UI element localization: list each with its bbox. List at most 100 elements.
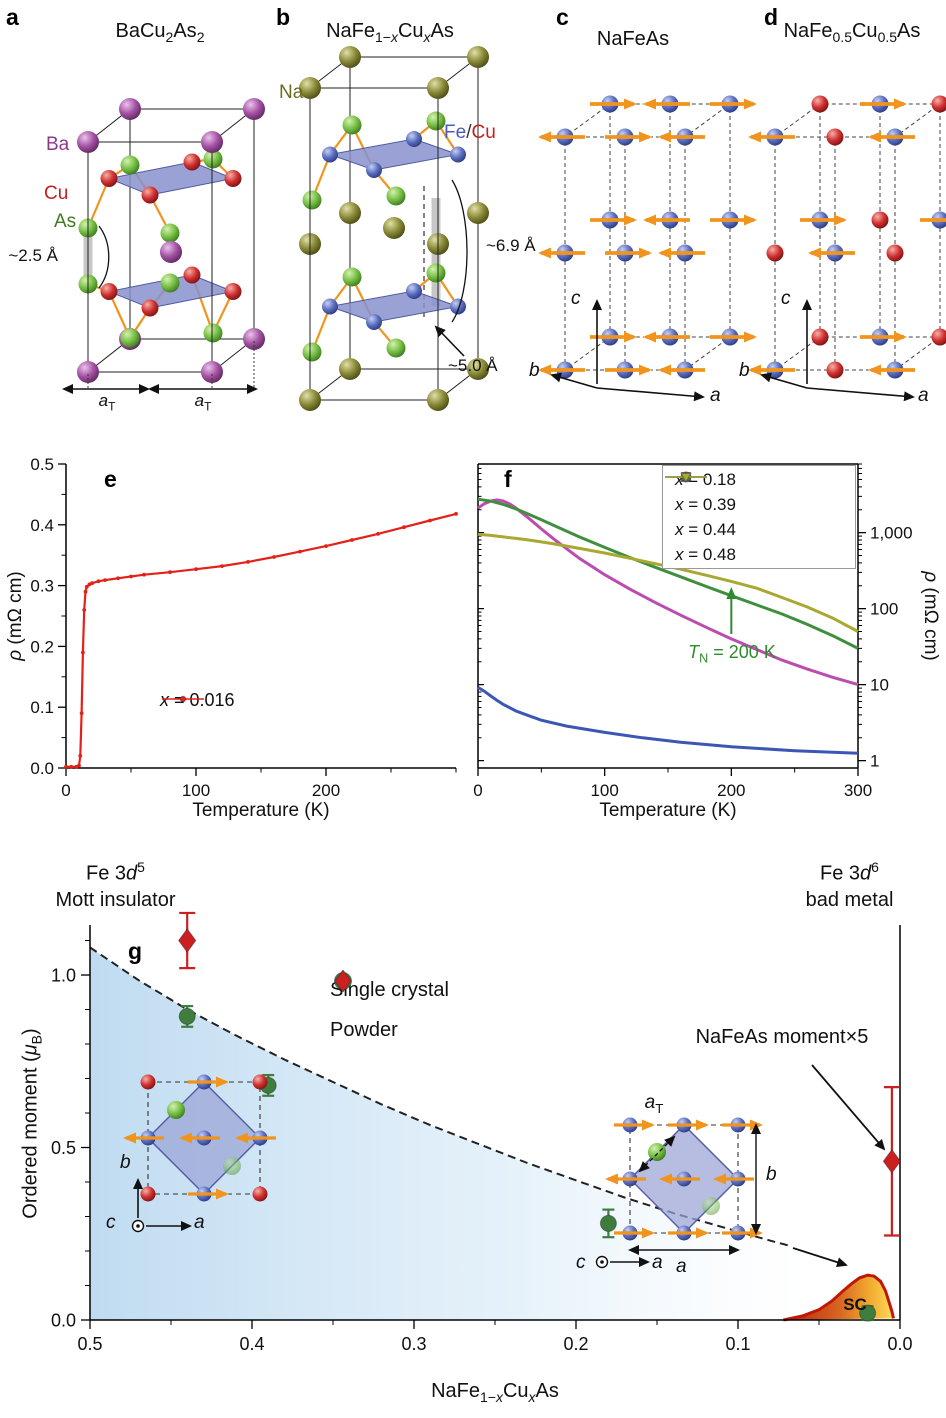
at-axis-label: aT [194,391,212,414]
x-tick-label: 0.1 [725,1334,750,1354]
phase-diagram: 0.0 0.5 1.0 0.5 0.4 0.3 0.2 0.1 0.0 [0,838,946,1418]
f-legend: x = 0.18 x = 0.39 x = 0.44 x = 0.48 [662,465,856,569]
mott-insulator-label: Fe 3d5 Mott insulator [28,858,203,913]
resistivity-plot-svg: 0.0 0.1 0.2 0.3 0.4 0.5 0 100 200 [30,455,458,800]
fe-cu-atom-label: Fe/Cu [444,122,496,144]
magnetic-structure-nafecu05 [748,95,946,402]
e-y-axis-title: ρ (mΩ cm) [5,571,26,661]
y-tick-label: 0.0 [30,759,54,778]
nafeas-moment-annotation: NaFeAs moment×5 [695,1026,869,1048]
log-resistivity-chart: 1 10 100 1,000 0 100 200 300 f ρ (mΩ cm) Temper… [470,450,946,838]
panel-g-letter: g [128,938,143,964]
c-axis-distance-label: ~6.9 Å [486,236,536,255]
x-tick-label: 200 [717,781,745,800]
x-tick-label: 0 [61,781,70,800]
panel-e-letter: e [104,466,117,492]
x-tick-label: 100 [182,781,210,800]
panel-b-letter: b [276,4,291,30]
inset-right-c-label: c [576,1252,586,1273]
series-line [477,532,859,633]
panel-a-letter: a [6,4,19,30]
x-tick-label: 0.4 [239,1334,264,1354]
series-line [477,498,859,687]
feas-plane-upper [328,138,460,171]
y-tick-label: 1.0 [51,966,76,986]
inset-magnetic-cell-nafeas [595,1117,763,1269]
x-tick-label: 200 [312,781,340,800]
phase-diagram-svg: 0.00.51.00.5 0.4 0.3 0.2 0.1 0.0 [51,911,913,1354]
c-axis-label: c [781,288,791,309]
legend-entry: Powder [330,970,449,1050]
inset-right-a-axis-label: a [652,1252,663,1273]
at-diagonal-arrow [638,1135,676,1173]
inset-right-a-label: a [676,1256,687,1277]
y-tick-label: 0.0 [51,1311,76,1331]
x-tick-label: 0.0 [887,1334,912,1354]
crystal-structure-nafecuas [299,46,489,411]
inset-left-a-label: a [194,1212,205,1233]
fe-cu-spin-layers [748,95,946,379]
boundary-arrow [792,1247,848,1268]
crystal-structure-bacu2as2 [62,98,265,394]
series-marker [882,1148,902,1174]
inset-right-b-label: b [766,1164,777,1185]
inset-left-b-label: b [120,1152,131,1173]
legend-label: Single crystal [330,978,449,1001]
mott-text: Mott insulator [55,888,176,911]
y-tick-label: 0.3 [30,577,54,596]
legend-label: x = 0.016 [160,690,235,710]
y-tick-label: 10 [870,676,889,695]
as-as-bracket [98,225,110,289]
crystal-structures-svg [62,46,946,411]
legend-marker [162,695,204,703]
ba-atom-label: Ba [46,134,70,155]
y-tick-label: 0.4 [30,516,54,535]
x-tick-label: 0.5 [77,1334,102,1354]
series-line [66,512,457,768]
g-y-axis-title: Ordered moment (μB) [19,1028,45,1219]
inset-magnetic-cell-cu-rich [123,1074,276,1233]
x-tick-label: 300 [844,781,872,800]
a-axis-arrow [596,387,705,402]
x-tick-label: 0.3 [401,1334,426,1354]
g-legend: Single crystal Powder [330,970,449,1050]
as-distance-arrow [434,325,465,357]
y-tick-label: 1 [870,752,879,771]
e-legend: x = 0.016 [160,688,235,713]
f-y-axis-title: ρ (mΩ cm) [920,571,941,661]
legend-label: x = 0.39 [675,494,736,514]
bad-metal-text: bad metal [805,888,894,911]
panel-d-title: NaFe0.5Cu0.5As [783,20,921,45]
e-x-axis-title: Temperature (K) [192,800,330,821]
slash-label-part: / [466,122,472,143]
series-marker [859,1304,877,1322]
moment-annotation-arrow [811,1064,886,1151]
series-marker [599,1214,617,1232]
legend-label: x = 0.18 [675,469,736,489]
cu-atom-label: Cu [44,183,69,204]
series-marker [178,927,197,954]
legend-entry: x = 0.016 [160,688,235,713]
as-distance-label: ~5.0 Å [448,356,498,375]
c-axis-label: c [571,288,581,309]
legend-label: x = 0.48 [675,544,736,564]
magnetic-structure-nafeas [538,95,757,402]
afm-region [90,947,868,1320]
legend-label: Powder [330,1018,398,1041]
y-tick-label: 0.1 [30,698,54,717]
as-as-distance-label: ~2.5 Å [8,246,58,265]
as-atom-label: As [54,211,77,232]
x-tick-label: 100 [590,781,618,800]
sc-dome-line [783,1273,895,1322]
fe3d6-label: Fe 3d6 [820,859,879,885]
legend-marker [334,970,352,992]
cu-label-part: Cu [471,122,496,143]
x-tick-label: 0.2 [563,1334,588,1354]
panel-c-title: NaFeAs [596,28,670,50]
log-resistivity-plot-svg: 1 10 100 1,000 0 100 200 300 [473,463,913,800]
g-x-axis-title: NaFe1−xCuxAs [431,1380,559,1405]
inset-right-at-label: aT [644,1092,664,1116]
a-axis-arrow [806,387,915,402]
b-axis-arrow [550,372,598,389]
